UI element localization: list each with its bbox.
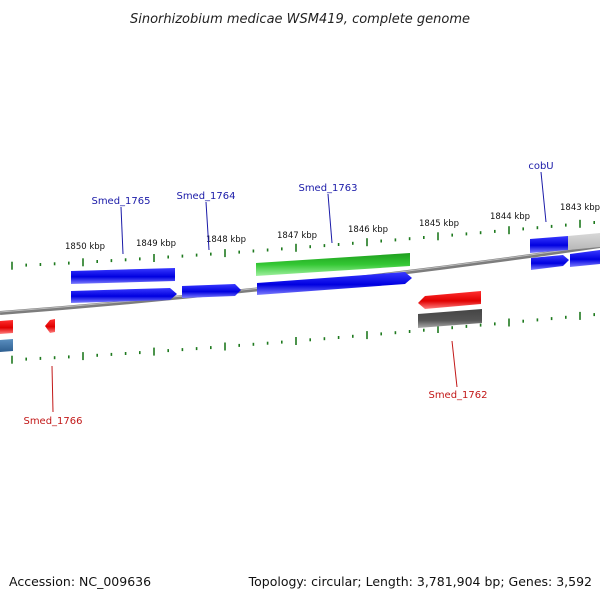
- forward-genes: [71, 233, 600, 303]
- gene-label-leaders: [51, 171, 547, 413]
- accession-label: Accession: NC_009636: [9, 574, 151, 589]
- scale-label: 1847 kbp: [277, 231, 317, 241]
- scale-label: 1846 kbp: [348, 225, 388, 235]
- gene-neighbor-outer[interactable]: [568, 233, 600, 250]
- label-smed-1765[interactable]: Smed_1765: [91, 196, 150, 207]
- gene-left-edge-feature[interactable]: [0, 339, 13, 352]
- scale-label: 1849 kbp: [136, 239, 176, 249]
- gene-smed-1766-arrow[interactable]: [45, 319, 55, 333]
- label-smed-1764[interactable]: Smed_1764: [176, 191, 235, 202]
- scale-labels: 1850 kbp 1849 kbp 1848 kbp 1847 kbp 1846…: [65, 203, 600, 252]
- label-cobu[interactable]: cobU: [528, 161, 553, 172]
- inner-tick-ring: [11, 311, 596, 364]
- gene-smed-1764[interactable]: [182, 284, 241, 298]
- leader-smed-1762: [451, 340, 458, 388]
- gene-smed-1763[interactable]: [257, 272, 412, 295]
- map-title: Sinorhizobium medicae WSM419, complete g…: [130, 12, 470, 27]
- leader-smed-1766: [51, 365, 54, 413]
- label-smed-1762[interactable]: Smed_1762: [428, 390, 487, 401]
- gene-cobu-outer[interactable]: [530, 236, 568, 253]
- scale-label: 1843 kbp: [560, 203, 600, 213]
- genome-summary-label: Topology: circular; Length: 3,781,904 bp…: [248, 574, 592, 589]
- gene-smed-1765-outer[interactable]: [71, 268, 175, 284]
- gene-labels: Smed_1765 Smed_1764 Smed_1763 cobU Smed_…: [23, 161, 553, 427]
- gene-smed-1765[interactable]: [71, 288, 177, 303]
- gene-neighbor-right[interactable]: [570, 250, 600, 267]
- reverse-genes: [0, 291, 482, 352]
- scale-label: 1850 kbp: [65, 242, 105, 252]
- leader-cobu: [540, 171, 547, 223]
- label-smed-1766[interactable]: Smed_1766: [23, 416, 82, 427]
- scale-label: 1848 kbp: [206, 235, 246, 245]
- label-smed-1763[interactable]: Smed_1763: [298, 183, 357, 194]
- gene-smed-1763-feature[interactable]: [256, 253, 410, 276]
- gene-smed-1762[interactable]: [418, 291, 481, 309]
- leader-smed-1764: [205, 201, 210, 251]
- leader-smed-1763: [327, 193, 333, 244]
- leader-smed-1765: [120, 206, 124, 255]
- scale-label: 1844 kbp: [490, 212, 530, 222]
- scale-label: 1845 kbp: [419, 219, 459, 229]
- outer-tick-ring: [11, 219, 596, 270]
- gene-smed-1762-feature[interactable]: [418, 309, 482, 328]
- gene-cobu[interactable]: [531, 255, 569, 270]
- gene-smed-1766[interactable]: [0, 320, 13, 334]
